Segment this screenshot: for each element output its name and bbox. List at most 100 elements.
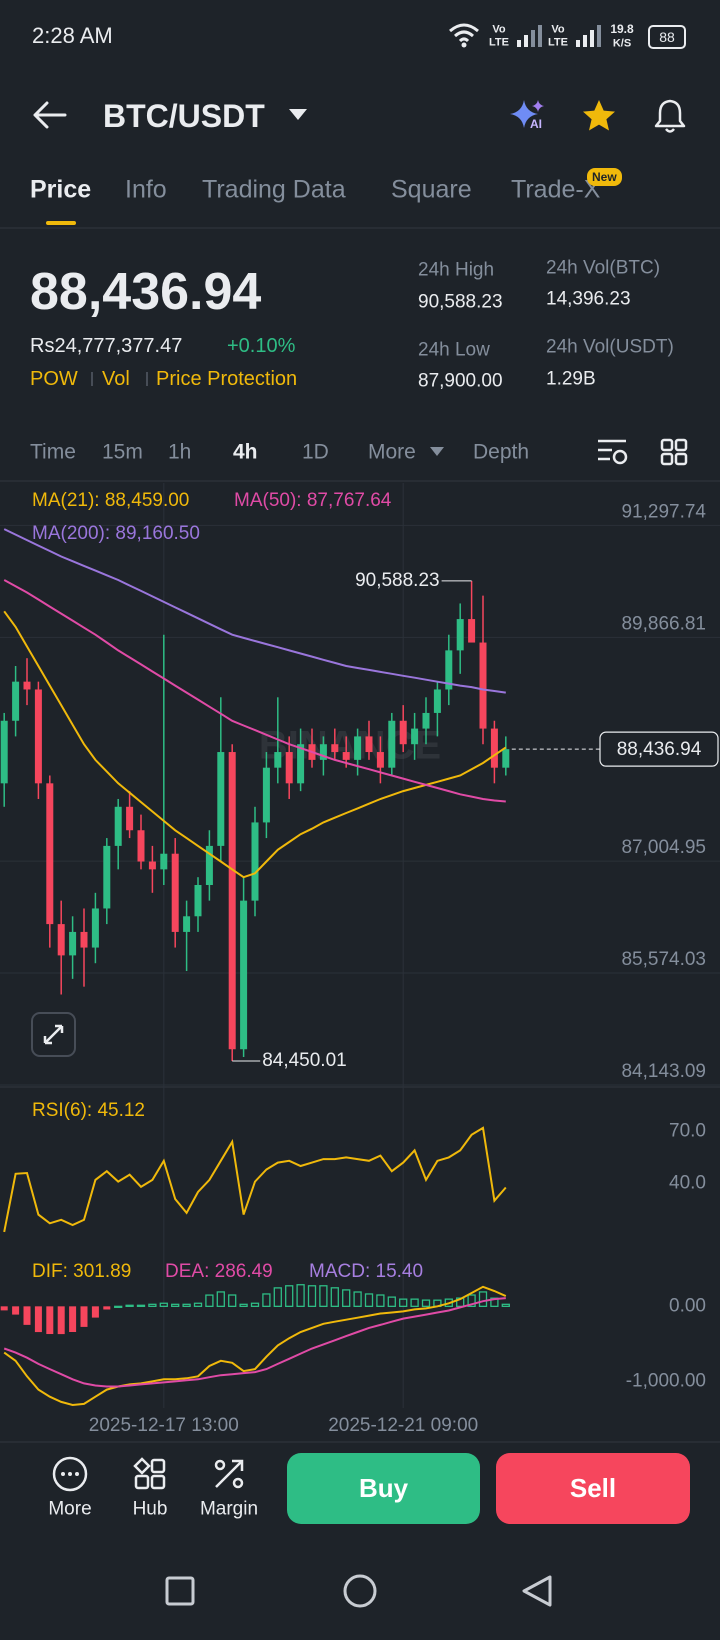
candle-body <box>262 767 270 823</box>
macd-bar <box>467 1294 476 1307</box>
macd-bar <box>239 1303 248 1307</box>
stat-value: 1.29B <box>546 368 596 390</box>
candle-body <box>490 728 498 768</box>
margin-icon[interactable] <box>212 1457 246 1491</box>
interval[interactable]: 4h <box>233 440 258 464</box>
last-price: 88,436.94 <box>30 263 262 321</box>
candle-body <box>274 752 282 768</box>
candle-body <box>114 806 122 846</box>
candle-body <box>240 900 248 1050</box>
candle-body <box>12 681 20 721</box>
y-tick-label: 70.0 <box>669 1120 706 1141</box>
candle-body <box>0 720 8 784</box>
net-speed: 19.8 <box>610 22 634 36</box>
indicator-settings-icon[interactable] <box>596 437 630 467</box>
stat-value: 90,588.23 <box>418 291 503 313</box>
candle-body <box>194 885 202 917</box>
tag[interactable]: Vol <box>102 368 130 390</box>
macd-bar <box>342 1289 351 1307</box>
candle-body <box>479 642 487 729</box>
tab[interactable]: Info <box>125 175 167 204</box>
nav-label[interactable]: Hub <box>132 1498 168 1520</box>
candle-body <box>126 806 134 831</box>
recents-button[interactable] <box>165 1576 195 1606</box>
macd-bar <box>296 1284 305 1307</box>
macd-bar <box>262 1293 271 1307</box>
y-tick-label: 89,866.81 <box>621 613 706 634</box>
legend-entry: MA(21): 88,459.00 <box>32 490 189 511</box>
battery-level: 88 <box>659 29 675 45</box>
expand-button[interactable] <box>31 1012 77 1058</box>
signal-label: LTE <box>489 36 509 49</box>
legend-entry: MACD: 15.40 <box>309 1261 423 1282</box>
dropdown-icon[interactable] <box>288 108 308 122</box>
tab[interactable]: Square <box>391 175 472 204</box>
candle-body <box>354 736 362 760</box>
hub-icon[interactable] <box>133 1457 167 1491</box>
macd-bar <box>69 1306 77 1332</box>
candle-body <box>57 924 65 956</box>
pair-title[interactable]: BTC/USDT <box>103 98 265 134</box>
x-tick-label: 2025-12-17 13:00 <box>89 1415 239 1436</box>
annotation-label: 84,450.01 <box>262 1050 347 1071</box>
candle-body <box>388 720 396 768</box>
bell-icon[interactable] <box>652 97 688 135</box>
candle-body <box>46 783 54 925</box>
home-button[interactable] <box>343 1574 377 1608</box>
macd-bar <box>159 1302 168 1307</box>
tab[interactable]: Trading Data <box>202 175 346 204</box>
macd-bar <box>171 1303 180 1307</box>
tab[interactable]: Trade-X <box>511 175 601 204</box>
interval[interactable]: Depth <box>473 440 530 464</box>
sell-button[interactable]: Sell <box>496 1453 690 1524</box>
nav-label[interactable]: More <box>48 1498 92 1520</box>
nav-label[interactable]: Margin <box>199 1498 259 1520</box>
system-nav <box>165 1574 552 1608</box>
stat-value: 14,396.23 <box>546 288 631 310</box>
tab-underline <box>45 221 76 225</box>
separator <box>146 372 148 386</box>
more-icon[interactable] <box>52 1456 88 1492</box>
candle-body <box>297 744 305 784</box>
interval[interactable]: More <box>368 440 416 464</box>
y-tick-label: 85,574.03 <box>621 949 706 970</box>
interval[interactable]: 15m <box>102 440 143 464</box>
macd-bar <box>387 1296 396 1307</box>
interval[interactable]: 1h <box>168 440 192 464</box>
macd-bar <box>478 1291 488 1307</box>
tag[interactable]: POW <box>30 368 78 390</box>
legend-entry: DIF: 301.89 <box>32 1261 131 1282</box>
new-badge: New <box>587 168 622 186</box>
tab[interactable]: Price <box>30 175 92 204</box>
sell-label: Sell <box>569 1473 617 1503</box>
y-tick-label: 0.00 <box>669 1295 706 1316</box>
candle-body <box>399 720 407 745</box>
macd-bar <box>273 1287 282 1307</box>
macd-bar <box>12 1306 20 1315</box>
macd-bar <box>136 1304 146 1307</box>
favorite-star[interactable] <box>581 98 617 134</box>
macd-bar <box>114 1305 123 1308</box>
interval[interactable]: Time <box>30 440 76 464</box>
price-change: +0.10% <box>227 335 296 357</box>
macd-bar <box>91 1306 99 1318</box>
stat-value: 87,900.00 <box>418 370 503 392</box>
buy-button[interactable]: Buy <box>287 1453 480 1524</box>
candle-body <box>411 728 419 745</box>
macd-bar <box>410 1298 419 1307</box>
tag[interactable]: Price Protection <box>156 368 298 390</box>
ai-label: AI <box>530 117 542 131</box>
candle-body <box>468 619 476 643</box>
candle-body <box>456 619 464 651</box>
back-nav-button[interactable] <box>522 1575 552 1607</box>
ai-icon[interactable] <box>508 98 548 136</box>
interval[interactable]: 1D <box>302 440 329 464</box>
legend-entry: MA(200): 89,160.50 <box>32 523 200 544</box>
series-line <box>3 1297 506 1388</box>
layout-icon[interactable] <box>660 438 688 466</box>
buy-label: Buy <box>358 1473 409 1503</box>
series-line <box>3 528 506 694</box>
back-button[interactable] <box>30 97 70 133</box>
macd-bar <box>353 1291 362 1307</box>
